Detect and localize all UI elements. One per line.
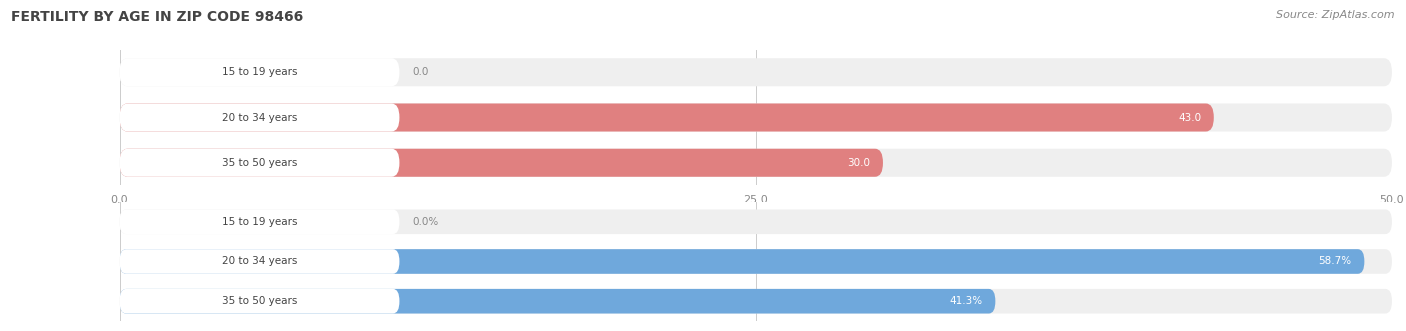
Text: FERTILITY BY AGE IN ZIP CODE 98466: FERTILITY BY AGE IN ZIP CODE 98466 xyxy=(11,10,304,24)
FancyBboxPatch shape xyxy=(120,58,1392,86)
Text: 58.7%: 58.7% xyxy=(1319,257,1351,266)
Text: 20 to 34 years: 20 to 34 years xyxy=(222,257,297,266)
FancyBboxPatch shape xyxy=(120,210,399,234)
FancyBboxPatch shape xyxy=(120,149,883,177)
FancyBboxPatch shape xyxy=(120,289,1392,313)
Text: 35 to 50 years: 35 to 50 years xyxy=(222,296,297,306)
FancyBboxPatch shape xyxy=(120,58,399,86)
Text: 0.0%: 0.0% xyxy=(412,217,439,227)
FancyBboxPatch shape xyxy=(120,289,399,313)
Text: 20 to 34 years: 20 to 34 years xyxy=(222,113,297,122)
Text: 15 to 19 years: 15 to 19 years xyxy=(222,217,297,227)
Text: 0.0: 0.0 xyxy=(412,67,429,77)
Text: 41.3%: 41.3% xyxy=(949,296,983,306)
FancyBboxPatch shape xyxy=(120,210,1392,234)
FancyBboxPatch shape xyxy=(120,249,1364,274)
FancyBboxPatch shape xyxy=(120,149,1392,177)
Text: 15 to 19 years: 15 to 19 years xyxy=(222,67,297,77)
FancyBboxPatch shape xyxy=(120,289,995,313)
FancyBboxPatch shape xyxy=(120,249,1392,274)
FancyBboxPatch shape xyxy=(120,104,1213,131)
Text: Source: ZipAtlas.com: Source: ZipAtlas.com xyxy=(1277,10,1395,20)
Text: 30.0: 30.0 xyxy=(848,158,870,168)
Text: 43.0: 43.0 xyxy=(1178,113,1201,122)
FancyBboxPatch shape xyxy=(120,249,399,274)
FancyBboxPatch shape xyxy=(120,104,1392,131)
FancyBboxPatch shape xyxy=(120,149,399,177)
FancyBboxPatch shape xyxy=(120,104,399,131)
Text: 35 to 50 years: 35 to 50 years xyxy=(222,158,297,168)
